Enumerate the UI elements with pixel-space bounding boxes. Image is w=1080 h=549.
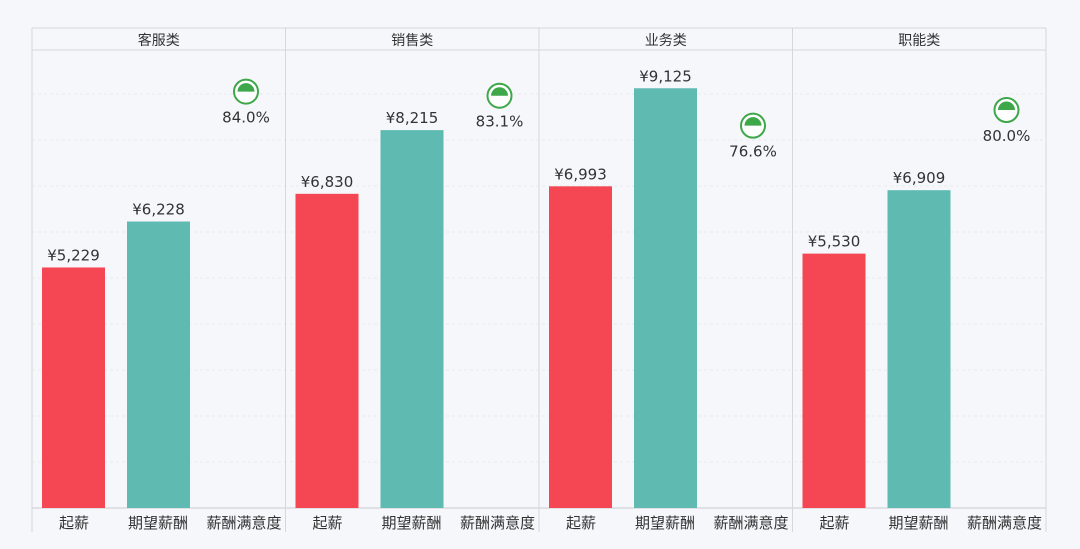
- bar-value-label: ¥9,125: [639, 67, 692, 85]
- group-header: 业务类: [645, 33, 687, 49]
- bar-value-label: ¥5,530: [808, 233, 861, 251]
- bars: [42, 88, 951, 509]
- bar: [634, 88, 697, 508]
- category-label: 薪酬满意度: [713, 514, 788, 532]
- half-filled-circle-icon-fill: [237, 83, 255, 92]
- bar-value-label: ¥6,830: [301, 173, 354, 191]
- group-header: 客服类: [138, 32, 180, 49]
- bar-value-label: ¥6,993: [554, 165, 607, 183]
- satisfaction-value-label: 84.0%: [222, 109, 270, 127]
- bar-value-label: ¥8,215: [386, 109, 439, 127]
- bar: [380, 130, 444, 509]
- category-label: 起薪: [312, 514, 342, 532]
- satisfaction-value-label: 83.1%: [476, 113, 524, 131]
- category-label: 起薪: [566, 514, 596, 532]
- category-label: 期望薪酬: [128, 514, 188, 532]
- category-label: 期望薪酬: [635, 514, 695, 532]
- satisfaction-value-label: 76.6%: [729, 143, 777, 161]
- group-header: 职能类: [898, 33, 940, 49]
- bar-value-label: ¥5,229: [47, 246, 100, 264]
- half-filled-circle-icon-fill: [998, 101, 1015, 110]
- half-filled-circle-icon-fill: [491, 87, 508, 96]
- category-label: 薪酬满意度: [967, 514, 1042, 532]
- category-label: 薪酬满意度: [460, 514, 535, 532]
- bar: [295, 193, 359, 508]
- bar: [887, 190, 951, 508]
- bar: [42, 267, 105, 508]
- bar: [549, 186, 612, 508]
- chart-frame: [31, 27, 1047, 532]
- bar: [127, 221, 190, 508]
- group-headers: 客服类 销售类 业务类 职能类: [138, 32, 941, 49]
- satisfaction-icons: [233, 78, 1020, 139]
- satisfaction-value-label: 80.0%: [983, 127, 1031, 145]
- category-label: 薪酬满意度: [206, 514, 281, 532]
- category-label: 期望薪酬: [381, 514, 441, 532]
- bar-value-label: ¥6,909: [893, 169, 946, 187]
- bar-value-label: ¥6,228: [132, 201, 185, 219]
- bar: [802, 253, 866, 508]
- category-label: 期望薪酬: [888, 514, 948, 532]
- group-header: 销售类: [391, 33, 433, 49]
- half-filled-circle-icon-fill: [744, 117, 762, 126]
- category-label: 起薪: [819, 514, 849, 532]
- category-label: 起薪: [59, 514, 89, 532]
